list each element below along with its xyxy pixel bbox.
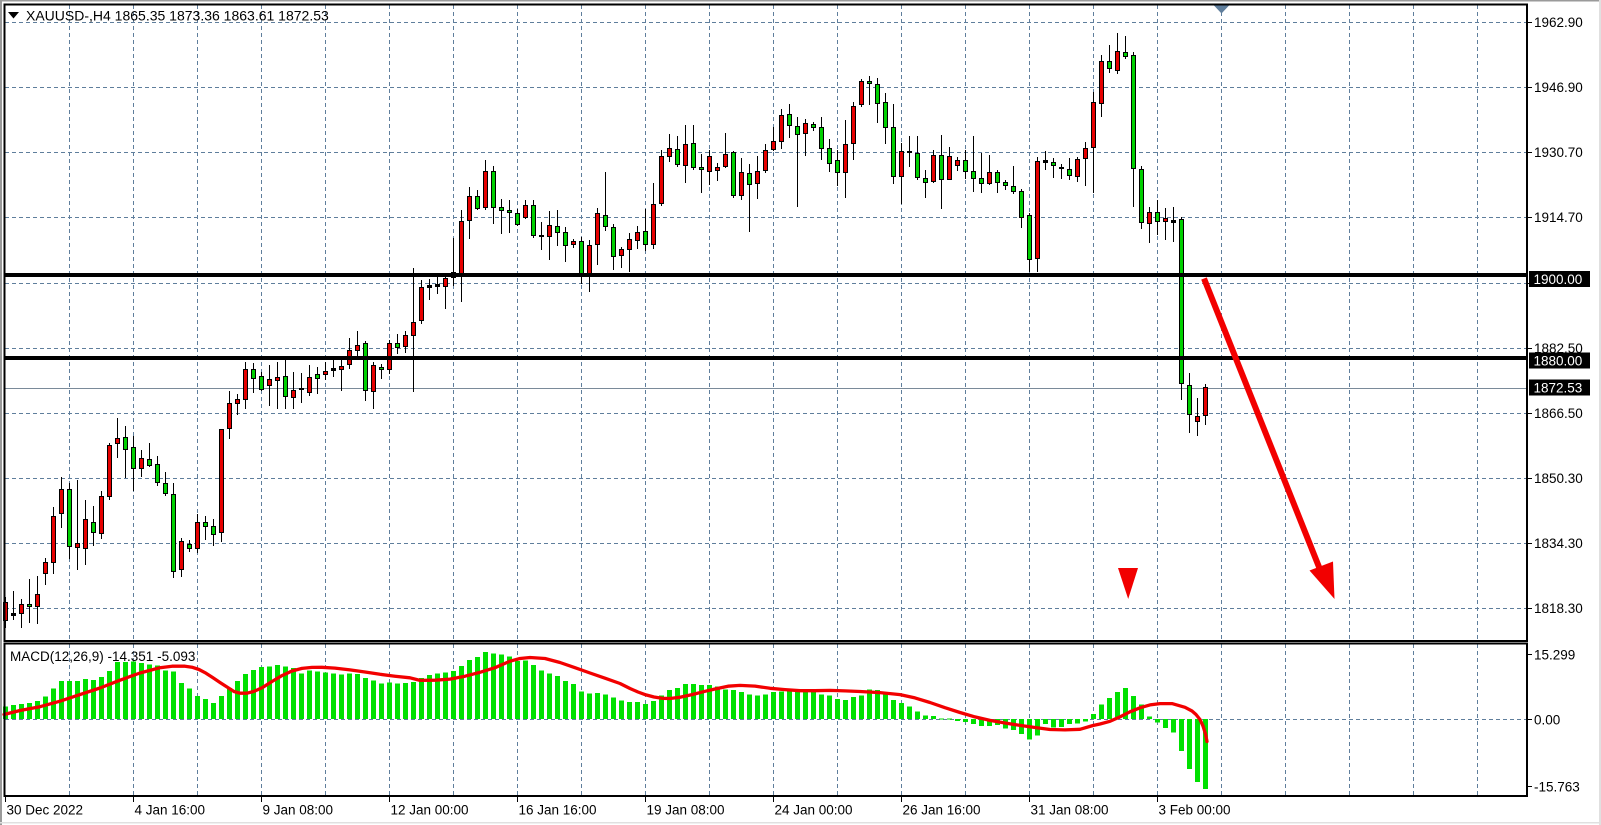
svg-text:1946.90: 1946.90 xyxy=(1534,80,1583,95)
svg-text:0.00: 0.00 xyxy=(1534,713,1560,728)
svg-text:1834.30: 1834.30 xyxy=(1534,536,1583,551)
svg-text:9 Jan 08:00: 9 Jan 08:00 xyxy=(263,803,334,818)
svg-text:3 Feb 00:00: 3 Feb 00:00 xyxy=(1159,803,1231,818)
svg-text:30 Dec 2022: 30 Dec 2022 xyxy=(7,803,84,818)
svg-text:1930.70: 1930.70 xyxy=(1534,145,1583,160)
svg-text:31 Jan 08:00: 31 Jan 08:00 xyxy=(1031,803,1109,818)
svg-text:-15.763: -15.763 xyxy=(1534,779,1580,794)
svg-text:19 Jan 08:00: 19 Jan 08:00 xyxy=(647,803,725,818)
svg-text:12 Jan 00:00: 12 Jan 00:00 xyxy=(391,803,469,818)
svg-text:1962.90: 1962.90 xyxy=(1534,15,1583,30)
svg-text:1866.50: 1866.50 xyxy=(1534,406,1583,421)
svg-text:1914.70: 1914.70 xyxy=(1534,210,1583,225)
svg-text:XAUUSD-,H4 1865.35 1873.36 18: XAUUSD-,H4 1865.35 1873.36 1863.61 1872.… xyxy=(26,8,329,24)
svg-text:1900.00: 1900.00 xyxy=(1534,272,1583,287)
svg-text:MACD(12,26,9) -14.351 -5.093: MACD(12,26,9) -14.351 -5.093 xyxy=(10,649,195,664)
svg-text:24 Jan 00:00: 24 Jan 00:00 xyxy=(775,803,853,818)
svg-text:15.299: 15.299 xyxy=(1534,648,1575,663)
svg-text:16 Jan 16:00: 16 Jan 16:00 xyxy=(519,803,597,818)
svg-text:1882.50: 1882.50 xyxy=(1534,341,1583,356)
svg-text:4 Jan 16:00: 4 Jan 16:00 xyxy=(135,803,206,818)
svg-text:1872.53: 1872.53 xyxy=(1534,381,1583,396)
svg-text:26 Jan 16:00: 26 Jan 16:00 xyxy=(903,803,981,818)
svg-text:1880.00: 1880.00 xyxy=(1534,354,1583,369)
svg-text:1818.30: 1818.30 xyxy=(1534,601,1583,616)
svg-text:1850.30: 1850.30 xyxy=(1534,471,1583,486)
